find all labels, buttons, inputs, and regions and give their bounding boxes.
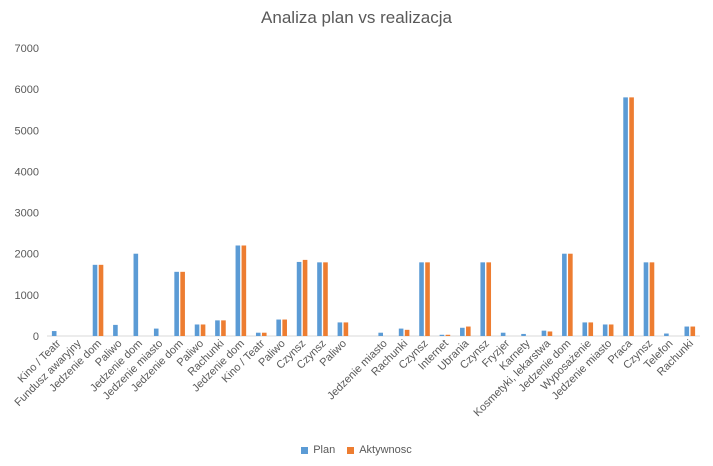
bar-aktywnosc xyxy=(200,324,206,336)
bars-layer xyxy=(51,97,696,337)
legend-item-aktywnosc: Aktywnosc xyxy=(347,444,412,456)
bar-aktywnosc xyxy=(261,332,267,336)
legend-swatch xyxy=(347,446,355,454)
bar-aktywnosc xyxy=(425,262,430,336)
bar-plan xyxy=(317,262,322,336)
y-tick-label: 4000 xyxy=(15,166,39,178)
bar-aktywnosc xyxy=(445,334,451,336)
bar-plan xyxy=(378,332,383,336)
bar-aktywnosc xyxy=(404,329,410,336)
bar-plan xyxy=(562,253,567,336)
bar-aktywnosc xyxy=(649,262,655,336)
bar-aktywnosc xyxy=(466,326,471,336)
bar-plan xyxy=(419,262,424,336)
bar-plan xyxy=(480,262,486,336)
bar-aktywnosc xyxy=(302,259,308,336)
bar-plan xyxy=(153,328,159,336)
bar-aktywnosc xyxy=(282,319,287,336)
bar-plan xyxy=(664,333,669,336)
legend-label: Aktywnosc xyxy=(359,444,412,456)
bar-plan xyxy=(276,319,281,336)
bar-plan xyxy=(215,320,220,336)
bar-plan xyxy=(113,324,118,336)
bar-plan xyxy=(684,326,690,336)
bar-aktywnosc xyxy=(323,262,328,336)
bar-plan xyxy=(51,331,57,336)
bar-plan xyxy=(398,328,404,336)
bar-plan xyxy=(643,262,649,336)
bar-aktywnosc xyxy=(180,271,185,336)
legend-swatch xyxy=(301,446,309,454)
bar-aktywnosc xyxy=(629,97,634,337)
bar-plan xyxy=(541,330,547,336)
y-tick-label: 0 xyxy=(33,331,39,343)
bar-plan xyxy=(296,261,302,336)
bar-plan xyxy=(235,245,241,336)
bar-aktywnosc xyxy=(98,264,104,336)
legend-item-plan: Plan xyxy=(301,444,335,456)
bar-plan xyxy=(460,327,465,336)
bar-aktywnosc xyxy=(690,326,696,336)
bar-aktywnosc xyxy=(608,324,614,336)
y-tick-label: 1000 xyxy=(15,290,39,302)
bar-aktywnosc xyxy=(588,322,594,336)
bar-plan xyxy=(255,332,261,336)
y-tick-label: 2000 xyxy=(15,249,39,261)
bar-plan xyxy=(582,322,588,336)
y-tick-label: 5000 xyxy=(15,125,39,137)
axis-layer: 0 1000 2000 3000 4000 5000 6000 7000 xyxy=(15,43,700,343)
bar-plan xyxy=(92,264,98,336)
bar-aktywnosc xyxy=(241,245,247,336)
bar-plan xyxy=(602,324,608,336)
bar-aktywnosc xyxy=(568,253,573,336)
bar-plan xyxy=(623,97,628,337)
bar-plan xyxy=(133,253,139,336)
bar-aktywnosc xyxy=(486,262,492,336)
y-tick-label: 6000 xyxy=(15,84,39,96)
y-tick-label: 3000 xyxy=(15,208,39,220)
chart-title: Analiza plan vs realizacja xyxy=(261,8,452,27)
bar-aktywnosc xyxy=(343,322,349,336)
legend: Plan Aktywnosc xyxy=(0,444,713,457)
bar-plan xyxy=(174,271,179,336)
bar-plan xyxy=(521,333,526,336)
legend-label: Plan xyxy=(313,444,336,456)
bar-plan xyxy=(337,322,343,336)
bar-aktywnosc xyxy=(221,320,226,336)
bar-aktywnosc xyxy=(547,331,553,336)
bar-plan xyxy=(439,334,445,336)
bar-plan xyxy=(194,324,200,336)
bar-plan xyxy=(500,332,506,336)
y-tick-label: 7000 xyxy=(15,43,39,55)
